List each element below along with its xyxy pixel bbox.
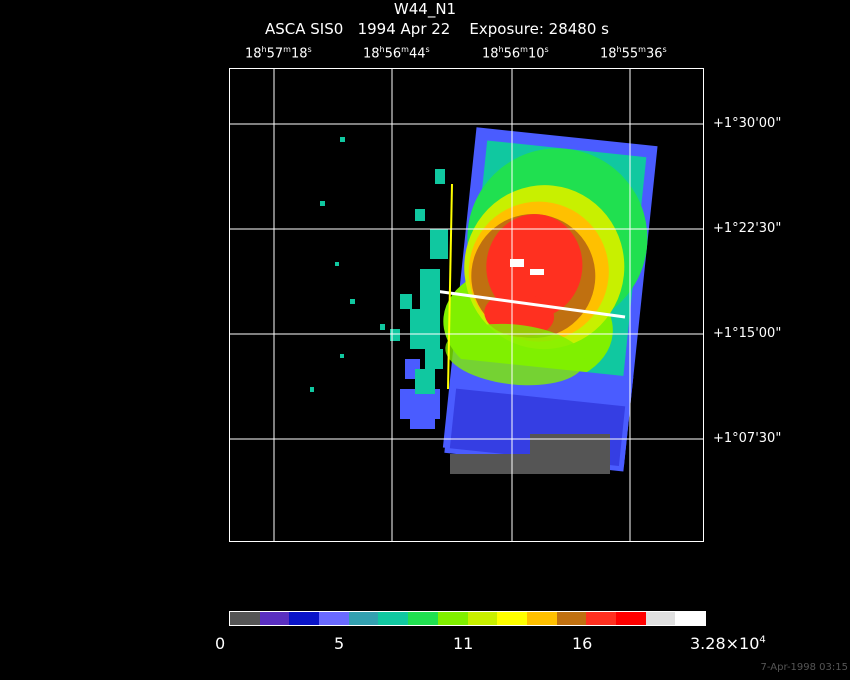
dec-tick-label: +1°07'30": [713, 431, 782, 446]
colorbar-segment: [675, 612, 705, 625]
dec-tick-label: +1°22'30": [713, 221, 782, 236]
colorbar-segment: [289, 612, 320, 625]
colorbar-segment: [645, 612, 676, 625]
colorbar-label: 16: [572, 634, 593, 653]
colorbar-segment: [586, 612, 616, 625]
ra-tick-label: 18h57m18s: [245, 45, 312, 62]
colorbar: [229, 611, 706, 626]
dec-tick-label: +1°15'00": [713, 326, 782, 341]
observation-info: ASCA SIS0 1994 Apr 22 Exposure: 28480 s: [265, 20, 609, 38]
colorbar-segment: [556, 612, 587, 625]
colorbar-label: 11: [453, 634, 474, 653]
coordinate-grid: [230, 69, 703, 541]
colorbar-segment: [230, 612, 260, 625]
colorbar-label: 0: [215, 634, 226, 653]
colorbar-segment: [615, 612, 646, 625]
timestamp: 7-Apr-1998 03:15: [760, 662, 848, 673]
dec-tick-label: +1°30'00": [713, 116, 782, 131]
image-title: W44_N1: [393, 0, 457, 18]
colorbar-segment: [437, 612, 468, 625]
image-frame: [229, 68, 704, 542]
colorbar-segment: [319, 612, 349, 625]
colorbar-segment: [408, 612, 438, 625]
colorbar-segment: [259, 612, 290, 625]
colorbar-label: 5: [334, 634, 345, 653]
colorbar-segment: [526, 612, 557, 625]
colorbar-segment: [378, 612, 409, 625]
ra-tick-label: 18h56m44s: [363, 45, 430, 62]
colorbar-segment: [467, 612, 498, 625]
colorbar-max-label: 3.28×104: [690, 634, 766, 653]
ra-tick-label: 18h55m36s: [600, 45, 667, 62]
ra-tick-label: 18h56m10s: [482, 45, 549, 62]
colorbar-segment: [348, 612, 379, 625]
colorbar-segment: [497, 612, 527, 625]
